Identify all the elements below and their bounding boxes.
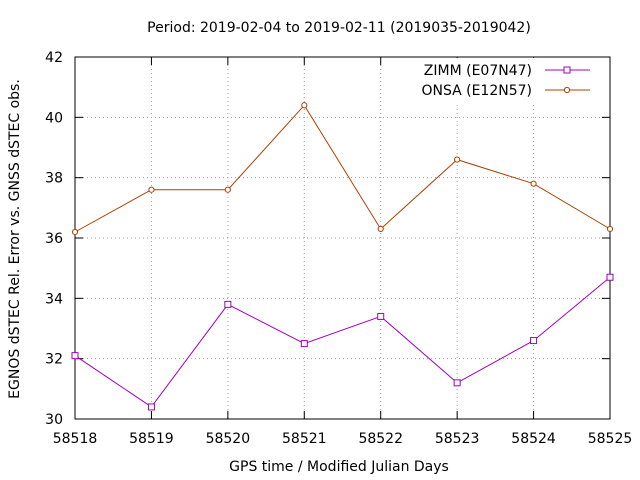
series-2: [71, 102, 614, 236]
chart-title: Period: 2019-02-04 to 2019-02-11 (201903…: [147, 20, 531, 36]
data-point: [606, 273, 614, 281]
data-point: [453, 379, 461, 387]
plot-frame: [74, 56, 611, 420]
y-tick-label: 42: [45, 50, 63, 66]
data-point: [530, 180, 537, 187]
y-tick-label: 34: [45, 291, 63, 307]
x-tick-label: 58522: [358, 431, 403, 447]
data-point: [148, 186, 155, 193]
x-tick-label: 58519: [129, 431, 174, 447]
legend: ZIMM (E07N47) ONSA (E12N57): [405, 58, 605, 102]
x-tick-label: 58523: [435, 431, 480, 447]
series-line: [74, 104, 611, 233]
legend-label: ZIMM (E07N47): [424, 63, 532, 79]
data-point: [454, 156, 461, 163]
legend-swatch: [545, 86, 590, 94]
data-point: [300, 340, 308, 348]
legend-marker: [563, 66, 571, 74]
y-tick-label: 30: [45, 412, 63, 428]
x-tick-label: 58518: [53, 431, 98, 447]
data-series: [71, 102, 614, 411]
data-point: [147, 403, 155, 411]
legend-background: [405, 58, 605, 102]
grid-lines: [75, 57, 610, 419]
y-tick-label: 36: [45, 231, 63, 247]
x-tick-label: 58524: [511, 431, 556, 447]
y-tick-label: 32: [45, 352, 63, 368]
data-point: [606, 225, 614, 233]
y-tick-label: 40: [45, 110, 63, 126]
data-point: [530, 337, 538, 345]
x-tick-label: 58521: [282, 431, 327, 447]
y-tick-label: 38: [45, 171, 63, 187]
data-point: [71, 352, 79, 360]
legend-label: ONSA (E12N57): [421, 83, 532, 99]
data-point: [377, 312, 385, 320]
legend-swatch: [545, 66, 590, 74]
data-point: [71, 228, 79, 236]
x-axis-label: GPS time / Modified Julian Days: [229, 459, 449, 475]
data-point: [224, 300, 232, 308]
x-tick-label: 58520: [206, 431, 251, 447]
x-tick-label: 58525: [588, 431, 633, 447]
series-1: [71, 273, 614, 411]
data-point: [301, 102, 308, 109]
data-point: [224, 186, 231, 193]
y-axis-label: EGNOS dSTEC Rel. Error vs. GNSS dSTEC ob…: [7, 79, 23, 399]
tick-labels: 30 32 34 36 38 40 42 58518 58519 58520 58521 58522 5…: [45, 50, 632, 447]
legend-marker: [563, 86, 571, 94]
series-line: [74, 276, 611, 408]
data-point: [377, 225, 384, 233]
